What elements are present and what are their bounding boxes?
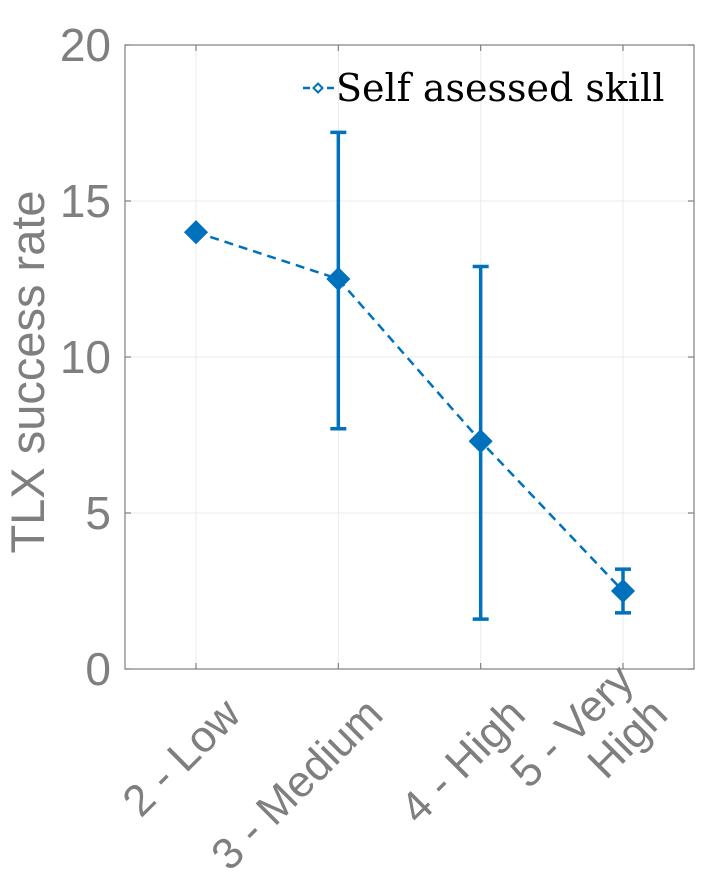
- y-axis: 0 5 10 15 20: [60, 19, 694, 695]
- data-point-marker: [326, 266, 351, 292]
- y-tick-label: 15: [60, 175, 111, 227]
- series-line: [195, 231, 624, 592]
- data-point-marker: [468, 429, 493, 454]
- data-point-marker: [183, 220, 209, 245]
- legend-label: Self asessed skill: [336, 66, 664, 110]
- y-tick-label: 0: [85, 643, 111, 695]
- y-tick-label: 5: [85, 487, 111, 539]
- x-tick-label: 2 - Low: [113, 689, 250, 826]
- y-axis-label: TLX success rate: [1, 190, 54, 553]
- series-layer: [183, 130, 636, 621]
- legend-marker: [312, 82, 324, 94]
- x-tick-label-line: 2 - Low: [113, 689, 250, 826]
- grid: [125, 45, 694, 669]
- legend: Self asessed skill: [303, 66, 664, 110]
- y-tick-label: 20: [60, 19, 111, 71]
- y-tick-label: 10: [60, 331, 111, 383]
- data-point-marker: [610, 578, 636, 604]
